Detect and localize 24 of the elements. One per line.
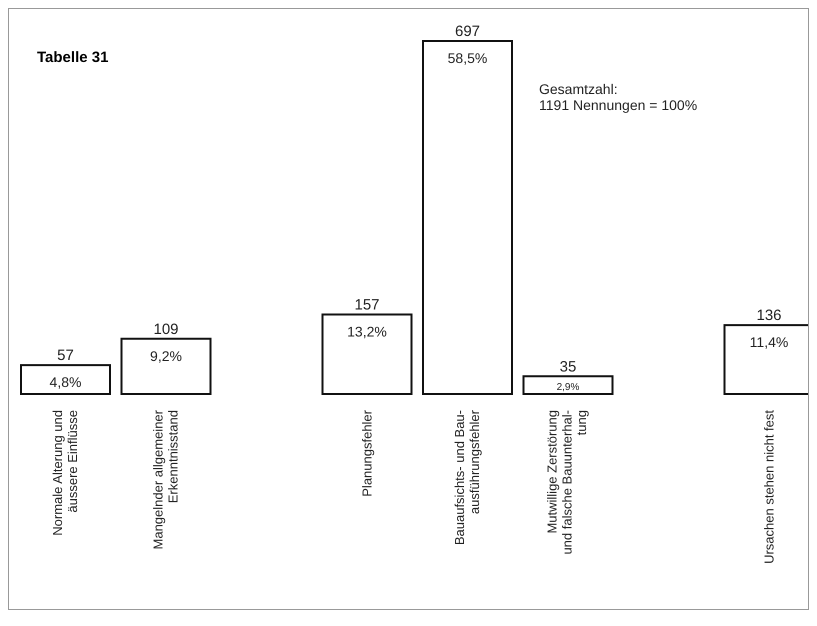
bar: [522, 375, 614, 395]
annotation: 2,9%: [556, 382, 580, 393]
x-tick-label: Bauaufsichts- und Bau- ausführungsfehler: [452, 409, 482, 546]
x-tick-label: Ursachen stehen nicht fest: [761, 410, 776, 564]
data-label: 109: [153, 320, 179, 338]
data-label: 57: [57, 347, 74, 364]
data-label: 157: [354, 296, 380, 314]
bar: [322, 313, 412, 395]
annotation: 4,8%: [50, 374, 82, 390]
bar: [20, 364, 111, 395]
annotation: Gesamtzahl: 1191 Nennungen = 100%: [539, 81, 698, 113]
bar: [422, 40, 513, 395]
data-label: 136: [756, 307, 782, 324]
x-tick-label: Planungsfehler: [359, 409, 374, 497]
annotation: 11,4%: [750, 334, 788, 350]
x-tick-label: Normale Alterung und äussere Einflüsse: [50, 410, 80, 536]
annotation: 58,5%: [448, 50, 488, 66]
annotation: 13,2%: [347, 323, 387, 340]
annotation: 9,2%: [150, 348, 182, 364]
data-label: 697: [454, 23, 480, 40]
text: Tabelle 31: [37, 49, 108, 66]
data-label: 35: [560, 358, 576, 376]
x-tick-label: Mutwillige Zerstörung und falsche Bauunterhal- tung: [544, 410, 590, 555]
bar: [120, 338, 212, 395]
